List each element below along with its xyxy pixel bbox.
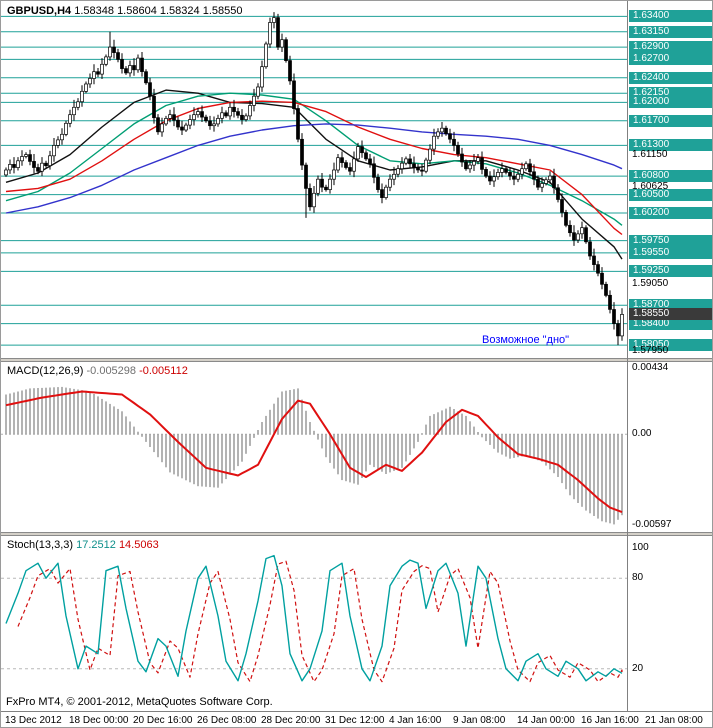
macd-scale-label: 0.00 [632,428,652,440]
time-label: 18 Dec 00:00 [69,715,129,726]
stoch-scale-label: 20 [632,662,644,674]
price-level-label: 1.60500 [629,188,712,201]
price-scale-mark: 1.60625 [632,180,669,192]
time-axis[interactable]: 13 Dec 2012 18 Dec 00:00 20 Dec 16:00 26 De… [1,711,712,727]
price-level-label: 1.58050 [629,339,712,352]
stochastic-canvas[interactable] [1,536,628,711]
price-level-label: 1.63150 [629,25,712,38]
time-label: 28 Dec 20:00 [261,715,321,726]
current-price-label: 1.58550 [629,308,712,321]
stoch-label: Stoch(13,3,3) 17.2512 14.5063 [7,539,159,551]
time-label: 16 Jan 16:00 [581,715,639,726]
stoch-d-value: 14.5063 [118,539,159,551]
price-level-label: 1.58400 [629,317,712,330]
macd-scale-label: 0.00434 [632,361,669,373]
time-label: 20 Dec 16:00 [133,715,193,726]
price-scale-mark: 1.61150 [632,148,668,160]
panel-separator-macd[interactable] [1,358,712,362]
price-level-label: 1.60800 [629,170,712,183]
macd-label: MACD(12,26,9) -0.005298 -0.005112 [7,365,188,377]
price-level-label: 1.62700 [629,53,712,66]
macd-panel[interactable]: MACD(12,26,9) -0.005298 -0.005112 0.0043… [1,361,712,532]
stochastic-panel[interactable]: Stoch(13,3,3) 17.2512 14.5063 FxPro MT4,… [1,536,712,711]
price-scale-mark: 1.59050 [632,277,669,289]
chart-title: GBPUSD,H4 1.58348 1.58604 1.58324 1.5855… [7,5,242,17]
stoch-scale-label: 100 [632,542,649,554]
price-level-label: 1.58700 [629,299,712,312]
price-level-label: 1.62000 [629,96,712,109]
time-label: 14 Jan 00:00 [517,715,575,726]
stoch-name: Stoch(13,3,3) [7,539,74,551]
price-chart-panel[interactable]: GBPUSD,H4 1.58348 1.58604 1.58324 1.5855… [1,1,712,358]
macd-scale-label: -0.00597 [632,519,672,531]
price-level-label: 1.59750 [629,234,712,247]
price-chart-canvas[interactable] [1,1,628,358]
time-label: 21 Jan 08:00 [645,715,703,726]
time-label: 26 Dec 08:00 [197,715,257,726]
stoch-k-value: 17.2512 [76,539,116,551]
price-level-label: 1.61700 [629,114,712,127]
macd-signal-value: -0.005112 [139,365,188,377]
macd-main-value: -0.005298 [86,365,137,377]
price-level-label: 1.62150 [629,87,712,100]
symbol-timeframe-label: GBPUSD,H4 [7,5,72,17]
price-level-label: 1.59550 [629,246,712,259]
price-level-label: 1.60200 [629,206,712,219]
stoch-scale-label: 80 [632,572,644,584]
time-label: 31 Dec 12:00 [325,715,385,726]
price-scale-mark: 1.57950 [632,345,669,357]
price-scale-divider [627,1,628,711]
panel-separator-stoch[interactable] [1,532,712,536]
copyright-watermark: FxPro MT4, © 2001-2012, MetaQuotes Softw… [6,696,273,708]
time-label: 9 Jan 08:00 [453,715,506,726]
price-level-label: 1.61300 [629,139,712,152]
ohlc-quotes-label: 1.58348 1.58604 1.58324 1.58550 [74,5,243,17]
macd-name: MACD(12,26,9) [7,365,84,377]
possible-bottom-annotation[interactable]: Возможное "дно" [482,333,570,346]
time-label: 13 Dec 2012 [5,715,62,726]
price-level-label: 1.62900 [629,41,712,54]
price-level-label: 1.62400 [629,71,712,84]
price-level-label: 1.59250 [629,265,712,278]
macd-canvas[interactable] [1,362,628,532]
time-label: 4 Jan 16:00 [389,715,442,726]
price-level-label: 1.63400 [629,10,712,23]
